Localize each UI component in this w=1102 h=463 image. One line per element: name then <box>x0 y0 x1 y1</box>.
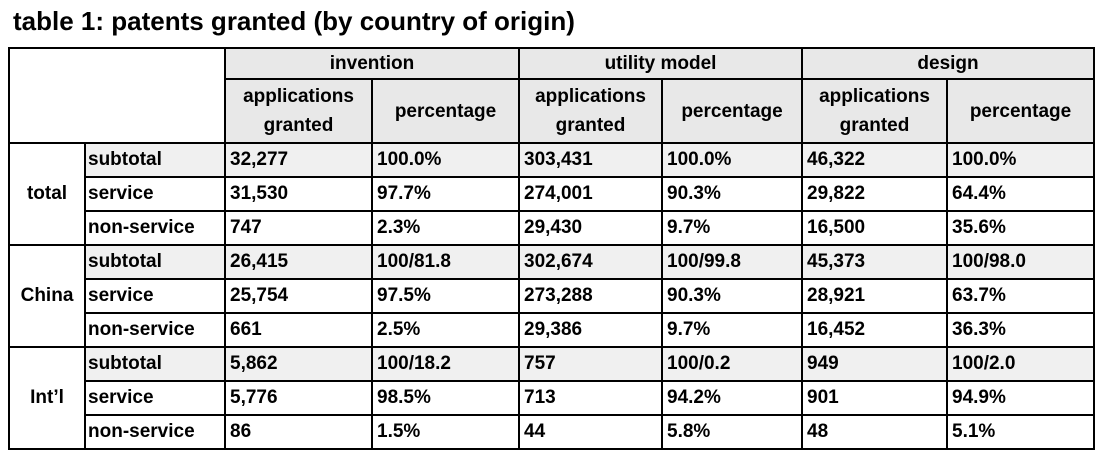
cell-applications-granted: 949 <box>801 346 949 382</box>
col-header-percentage: percentage <box>661 78 804 144</box>
cell-percentage: 97.7% <box>370 176 521 212</box>
table-row: service 31,530 97.7% 274,001 90.3% 29,822 64.4… <box>9 176 1096 212</box>
row-label: non-service <box>84 414 226 450</box>
cell-percentage: 100/2.0 <box>946 346 1096 382</box>
category-header-utility-model: utility model <box>518 47 804 80</box>
cell-applications-granted: 5,776 <box>224 380 373 416</box>
category-header-invention: invention <box>223 47 521 80</box>
cell-applications-granted: 303,431 <box>518 142 664 178</box>
cell-percentage: 2.5% <box>370 312 521 348</box>
cell-percentage: 35.6% <box>946 210 1096 246</box>
col-header-percentage: percentage <box>370 78 521 144</box>
group-label: total <box>8 142 86 246</box>
cell-percentage: 100.0% <box>661 142 804 178</box>
patents-table: invention utility model design applicati… <box>8 47 1096 450</box>
category-header-design: design <box>801 47 1096 80</box>
table-row: Int’l subtotal 5,862 100/18.2 757 100/0.2 949 1… <box>8 346 1096 450</box>
table-row: China subtotal 26,415 100/81.8 302,674 100/99… <box>8 244 1096 348</box>
cell-applications-granted: 46,322 <box>801 142 949 178</box>
cell-percentage: 36.3% <box>946 312 1096 348</box>
cell-applications-granted: 16,500 <box>801 210 949 246</box>
cell-percentage: 100/99.8 <box>661 244 804 280</box>
cell-percentage: 100.0% <box>946 142 1096 178</box>
cell-percentage: 94.2% <box>661 380 804 416</box>
cell-percentage: 100/98.0 <box>946 244 1096 280</box>
cell-applications-granted: 29,822 <box>801 176 949 212</box>
cell-percentage: 97.5% <box>370 278 521 314</box>
cell-applications-granted: 747 <box>224 210 373 246</box>
table-row: service 5,776 98.5% 713 94.2% 901 94.9% <box>9 380 1096 416</box>
cell-applications-granted: 28,921 <box>801 278 949 314</box>
col-header-applications-granted: applications granted <box>801 78 949 144</box>
cell-applications-granted: 274,001 <box>518 176 664 212</box>
cell-applications-granted: 901 <box>801 380 949 416</box>
group-label: Int’l <box>8 346 86 450</box>
col-header-percentage: percentage <box>946 78 1096 144</box>
row-label: non-service <box>84 312 226 348</box>
row-label: service <box>84 176 226 212</box>
row-label: subtotal <box>84 244 226 280</box>
col-header-applications-granted: applications granted <box>224 78 373 144</box>
table-row: non-service 747 2.3% 29,430 9.7% 16,500 35.6% <box>9 210 1096 246</box>
row-label: subtotal <box>84 142 226 178</box>
cell-percentage: 98.5% <box>370 380 521 416</box>
cell-applications-granted: 29,430 <box>518 210 664 246</box>
cell-percentage: 100/0.2 <box>661 346 804 382</box>
cell-percentage: 100/18.2 <box>370 346 521 382</box>
table-row: non-service 661 2.5% 29,386 9.7% 16,452 36.3% <box>9 312 1096 348</box>
cell-percentage: 100.0% <box>370 142 521 178</box>
col-header-applications-granted: applications granted <box>518 78 664 144</box>
group-label: China <box>8 244 86 348</box>
table-body: total subtotal 32,277 100.0% 303,431 100.0% 46… <box>8 142 1096 450</box>
cell-percentage: 64.4% <box>946 176 1096 212</box>
cell-applications-granted: 32,277 <box>224 142 373 178</box>
cell-applications-granted: 16,452 <box>801 312 949 348</box>
cell-percentage: 9.7% <box>661 210 804 246</box>
cell-percentage: 2.3% <box>370 210 521 246</box>
cell-applications-granted: 661 <box>224 312 373 348</box>
cell-percentage: 63.7% <box>946 278 1096 314</box>
row-label: service <box>84 380 226 416</box>
cell-percentage: 9.7% <box>661 312 804 348</box>
corner-cell <box>8 47 226 144</box>
cell-applications-granted: 302,674 <box>518 244 664 280</box>
cell-applications-granted: 44 <box>518 414 664 450</box>
cell-applications-granted: 26,415 <box>224 244 373 280</box>
cell-percentage: 1.5% <box>370 414 521 450</box>
cell-applications-granted: 29,386 <box>518 312 664 348</box>
cell-applications-granted: 31,530 <box>224 176 373 212</box>
cell-percentage: 5.1% <box>946 414 1096 450</box>
cell-applications-granted: 86 <box>224 414 373 450</box>
cell-percentage: 90.3% <box>661 176 804 212</box>
table-title: table 1: patents granted (by country of … <box>13 6 575 36</box>
row-label: non-service <box>84 210 226 246</box>
cell-applications-granted: 757 <box>518 346 664 382</box>
cell-applications-granted: 45,373 <box>801 244 949 280</box>
table-row: total subtotal 32,277 100.0% 303,431 100.0% 46… <box>8 142 1096 246</box>
cell-applications-granted: 25,754 <box>224 278 373 314</box>
cell-percentage: 90.3% <box>661 278 804 314</box>
cell-applications-granted: 713 <box>518 380 664 416</box>
table-row: service 25,754 97.5% 273,288 90.3% 28,921 63.7… <box>9 278 1096 314</box>
cell-applications-granted: 5,862 <box>224 346 373 382</box>
row-label: subtotal <box>84 346 226 382</box>
cell-applications-granted: 273,288 <box>518 278 664 314</box>
row-label: service <box>84 278 226 314</box>
cell-percentage: 94.9% <box>946 380 1096 416</box>
table-row: non-service 86 1.5% 44 5.8% 48 5.1% <box>9 414 1096 450</box>
cell-applications-granted: 48 <box>801 414 949 450</box>
cell-percentage: 5.8% <box>661 414 804 450</box>
cell-percentage: 100/81.8 <box>370 244 521 280</box>
